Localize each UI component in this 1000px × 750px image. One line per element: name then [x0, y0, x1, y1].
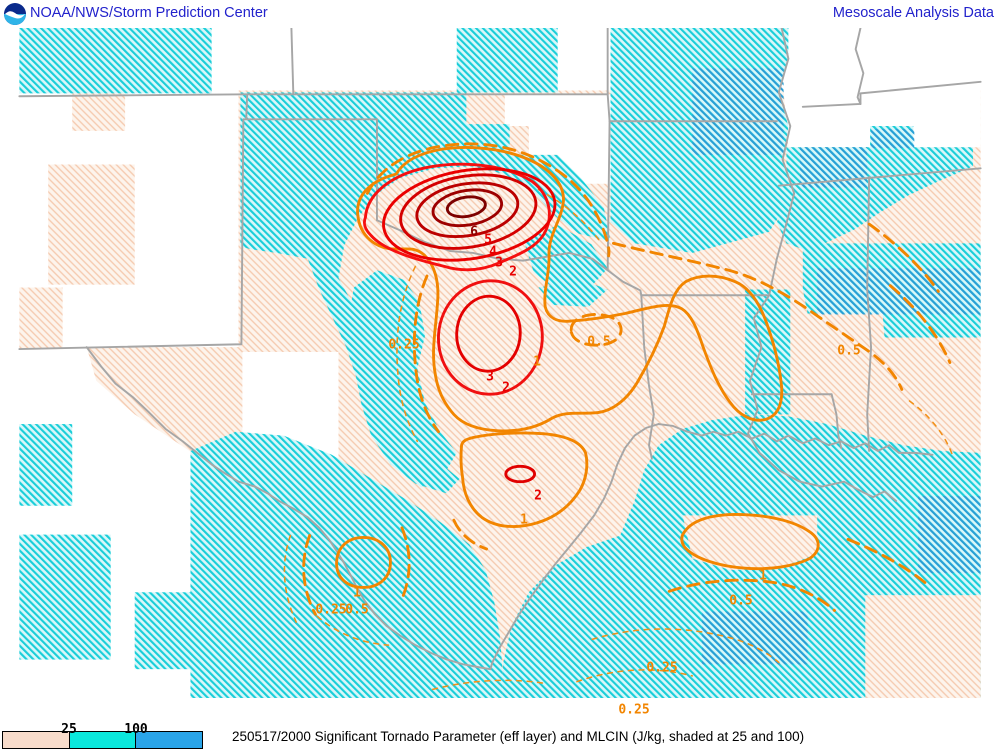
colorbar-mlcin-under-25: [3, 732, 69, 748]
shading-light-over: [682, 515, 981, 699]
contour-stp1-south: [459, 431, 589, 528]
border-la-ms-31n: [750, 393, 843, 450]
contour-stp1-gulf: [680, 512, 820, 571]
border-tx-la: [640, 294, 655, 460]
state-borders: [18, 28, 982, 671]
mesoanalysis-map[interactable]: 6 5 4 3 2 3 2 1 0.5 0.25 0.5 2 1 1 0.25 0.5 1 0.5 0.25 0.25: [0, 28, 1000, 723]
contour-stp1-delrio: [335, 536, 392, 589]
mesoanalysis-data-link[interactable]: Mesoscale Analysis Data: [832, 5, 994, 21]
coast-louisiana: [657, 423, 934, 456]
border-co-ks: [290, 28, 295, 96]
colorbar-mlcin-over-100: [135, 732, 203, 748]
border-red-river: [375, 219, 643, 297]
footer-bar: 25 100 250517/2000 Significant Tornado Pa…: [0, 722, 1000, 750]
site-title-link[interactable]: NOAA/NWS/Storm Prediction Center: [30, 5, 268, 21]
border-ms-al: [866, 176, 873, 452]
colorbar-tick: 25: [61, 722, 77, 737]
coast-texas: [489, 423, 660, 671]
river-tennessee: [854, 28, 865, 105]
contour-stp1-main: [356, 146, 784, 433]
contour-stp-red-cluster-central: [437, 279, 544, 396]
shading-cin-100: [692, 68, 981, 665]
contour-stp025-dashed: [283, 188, 955, 691]
contour-stp05-dashed: [302, 142, 952, 616]
river-rio-grande: [85, 346, 492, 671]
product-title: 250517/2000 Significant Tornado Paramete…: [232, 729, 805, 744]
border-tx-panhandle: [18, 118, 245, 351]
contour-stp-red-small: [504, 464, 537, 484]
colorbar-mlcin-25-100: [68, 732, 136, 748]
contour-stp-red-cluster-nw: [362, 162, 557, 272]
border-ky-tn: [801, 80, 982, 108]
colorbar-tick: 100: [124, 722, 148, 737]
noaa-logo-icon: [4, 3, 26, 25]
stp-contours: [283, 142, 955, 691]
river-mississippi: [747, 28, 898, 502]
map-graphic: [18, 28, 982, 699]
border-tn-ms-35n: [777, 167, 982, 187]
border-ok-panhandle: [242, 93, 378, 121]
header-bar: NOAA/NWS/Storm Prediction Center Mesosca…: [0, 0, 1000, 28]
shading-white-holes: [242, 77, 981, 458]
mlcin-colorbar: 25 100: [2, 722, 203, 749]
